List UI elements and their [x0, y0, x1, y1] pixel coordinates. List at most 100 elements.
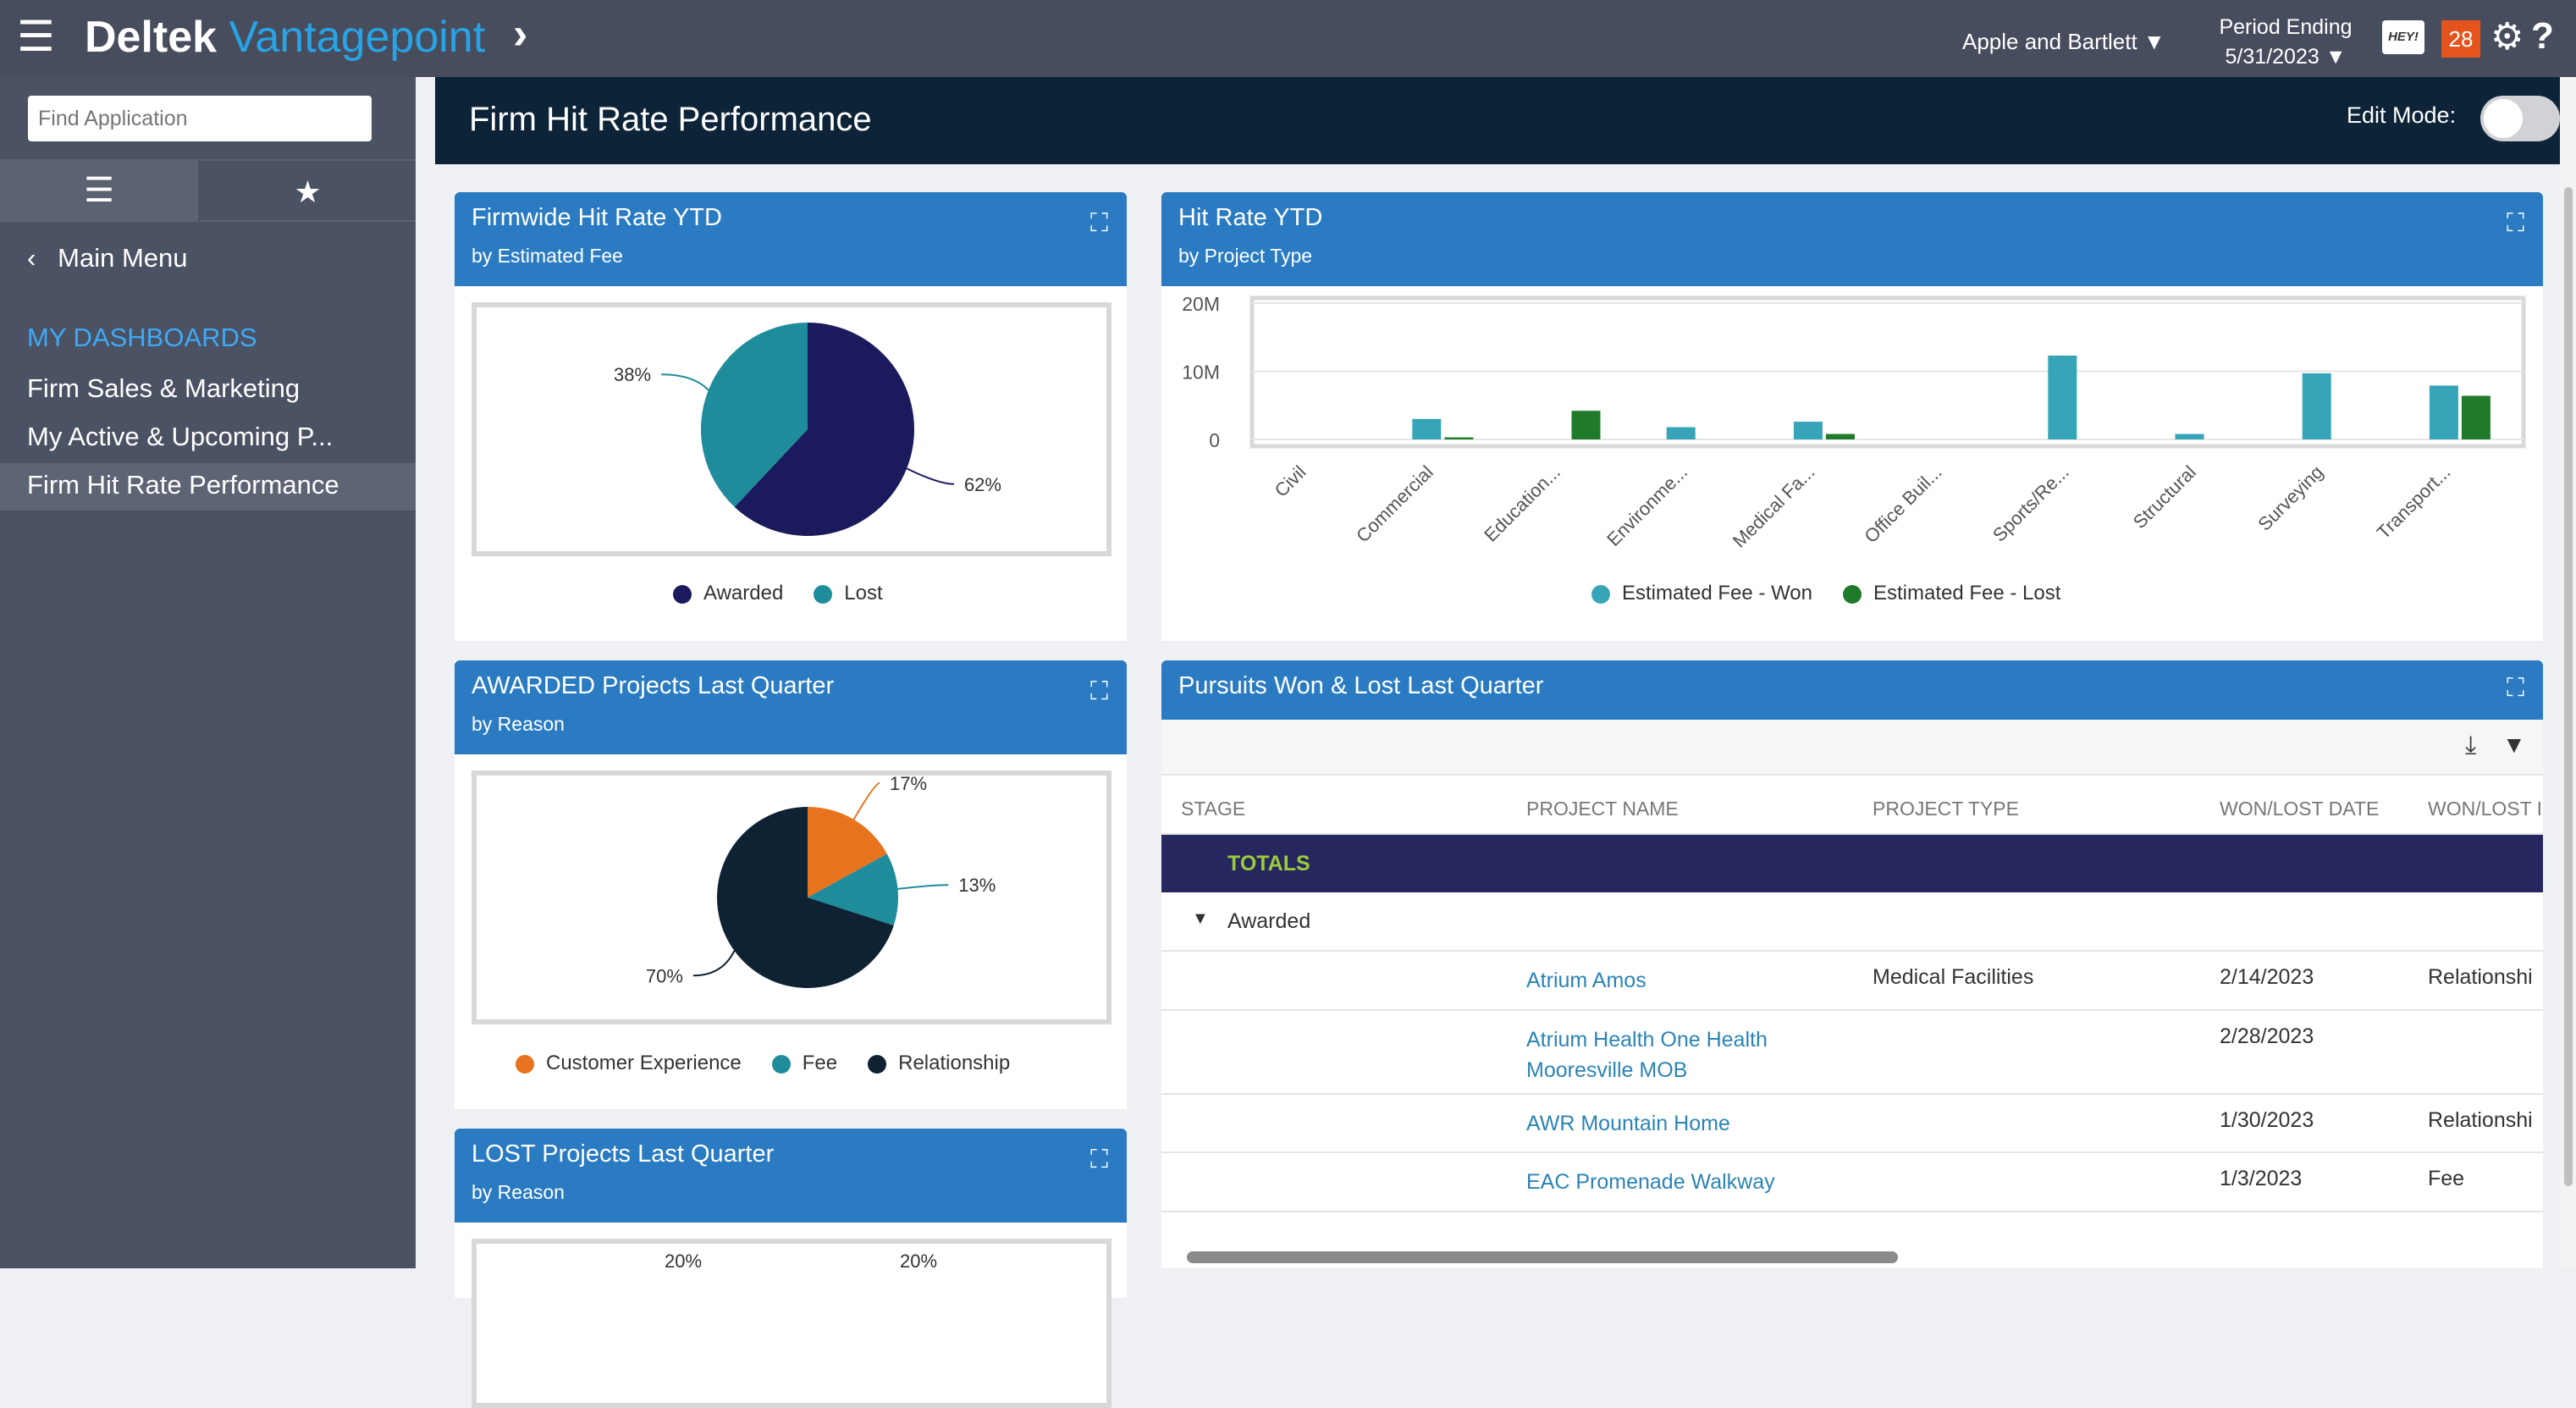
expand-icon[interactable]: ⛶ — [1090, 1146, 1108, 1173]
legend: Estimated Fee - Won Estimated Fee - Lost — [1591, 582, 2060, 605]
brand-deltek: Deltek — [85, 13, 218, 62]
panel-title: Pursuits Won & Lost Last Quarter — [1178, 672, 1544, 699]
x-tick-label: Commercial — [1352, 461, 1437, 547]
column-header-project-type[interactable]: PROJECT TYPE — [1873, 798, 2019, 820]
menu-tab[interactable]: ☰ — [0, 159, 198, 222]
company-selector[interactable]: Apple and Bartlett ▼ — [1962, 29, 2165, 54]
help-icon[interactable]: ? — [2531, 15, 2554, 57]
x-tick-label: Office Buil... — [1860, 461, 1945, 547]
bar-lost[interactable] — [1825, 433, 1855, 439]
x-tick-label: Sports/Re... — [1989, 461, 2073, 546]
pie-leader-line — [661, 373, 709, 391]
bar-lost[interactable] — [1571, 411, 1601, 439]
gear-icon[interactable]: ⚙ — [2491, 16, 2524, 58]
sidebar-item-firm-sales[interactable]: Firm Sales & Marketing — [27, 373, 301, 403]
favorites-tab[interactable]: ★ — [200, 159, 416, 222]
plot-area: 62% 38% — [472, 302, 1111, 556]
edit-mode-label: Edit Mode: — [2347, 102, 2457, 128]
x-tick-label: Environme... — [1602, 461, 1691, 550]
bar-won[interactable] — [2429, 385, 2458, 439]
expand-icon[interactable]: ⛶ — [2507, 209, 2524, 237]
bar-won[interactable] — [1412, 418, 1442, 439]
expand-icon[interactable]: ⛶ — [1090, 209, 1108, 237]
bar-won[interactable] — [1793, 422, 1823, 439]
panel-title: LOST Projects Last Quarter — [472, 1140, 775, 1168]
pie-chart-awarded-lost: 62% 38% — [614, 323, 1001, 536]
edit-mode-toggle[interactable] — [2480, 96, 2560, 141]
download-icon[interactable]: ⤓ — [2465, 732, 2477, 759]
legend-won: Estimated Fee - Won — [1591, 582, 1812, 605]
bar-won[interactable] — [2175, 433, 2204, 439]
bar-lost[interactable] — [1444, 437, 1474, 439]
bar-lost[interactable] — [2461, 395, 2491, 439]
pie-label: 38% — [614, 364, 651, 385]
plot-area: 20% 20% — [472, 1239, 1111, 1408]
horizontal-scrollbar[interactable] — [1161, 1246, 2543, 1268]
pie-slice-relationship[interactable] — [717, 807, 894, 988]
pie-label: 17% — [890, 776, 927, 794]
pie-slice-lost[interactable] — [701, 323, 808, 507]
period-label: Period Ending — [2219, 15, 2353, 39]
find-application-input[interactable] — [28, 96, 372, 141]
notification-badge[interactable]: 28 — [2441, 20, 2480, 58]
main-menu-link[interactable]: ‹ Main Menu — [27, 243, 188, 273]
project-name-link[interactable]: AWR Mountain Home — [1526, 1112, 1730, 1135]
panel-subtitle: by Reason — [472, 713, 565, 735]
column-header-reason[interactable]: WON/LOST I — [2428, 798, 2543, 820]
panel-subtitle: by Estimated Fee — [472, 245, 623, 267]
pie-leader-line — [897, 884, 949, 890]
bar-chart-hit-rate: 0 10M 20M Civil Commercial Education... Enviro… — [1182, 293, 2526, 552]
sidebar-item-active-upcoming[interactable]: My Active & Upcoming P... — [27, 422, 334, 451]
panel-header: Pursuits Won & Lost Last Quarter ⛶ — [1161, 660, 2543, 720]
won-lost-date: 2/28/2023 — [2220, 1024, 2314, 1048]
column-header-project-name[interactable]: PROJECT NAME — [1526, 798, 1679, 820]
column-header-stage[interactable]: STAGE — [1181, 798, 1246, 820]
expand-icon[interactable]: ⛶ — [1090, 677, 1108, 705]
chevron-right-icon[interactable]: › — [513, 9, 528, 58]
period-selector[interactable]: Period Ending 5/31/2023 ▼ — [2209, 15, 2362, 69]
hamburger-menu-icon[interactable]: ☰ — [17, 13, 55, 60]
pie-label: 13% — [958, 875, 996, 896]
star-icon: ★ — [294, 174, 322, 209]
pie-slice-awarded[interactable] — [734, 323, 914, 536]
group-row-awarded[interactable]: ▼ Awarded — [1161, 892, 2543, 952]
sidebar-item-firm-hit-rate[interactable]: Firm Hit Rate Performance — [27, 470, 339, 500]
bar-won[interactable] — [2048, 355, 2077, 439]
expand-icon[interactable]: ⛶ — [2507, 674, 2524, 702]
totals-label: TOTALS — [1227, 852, 1310, 875]
panel-header: LOST Projects Last Quarter by Reason ⛶ — [455, 1129, 1127, 1223]
main-menu-label: Main Menu — [58, 243, 188, 273]
project-name-link[interactable]: EAC Promenade Walkway — [1526, 1170, 1775, 1194]
panel-header: AWARDED Projects Last Quarter by Reason … — [455, 660, 1127, 754]
bar-won[interactable] — [2302, 373, 2331, 439]
pie-slice-fee[interactable] — [808, 853, 898, 926]
column-header-date[interactable]: WON/LOST DATE — [2220, 798, 2380, 820]
panel-lost-projects: LOST Projects Last Quarter by Reason ⛶ 2… — [455, 1129, 1127, 1408]
collapse-triangle-icon[interactable]: ▼ — [1192, 909, 1209, 928]
legend-lost: Estimated Fee - Lost — [1842, 582, 2060, 605]
project-name-link[interactable]: Atrium Amos — [1526, 969, 1647, 992]
hey-icon[interactable]: HEY! — [2382, 20, 2424, 54]
project-name-link[interactable]: Atrium Health One Health Mooresville MOB — [1526, 1028, 1768, 1082]
won-lost-reason: Fee — [2428, 1167, 2465, 1190]
page-scrollbar[interactable] — [2560, 77, 2576, 1268]
table-row: EAC Promenade Walkway 1/3/2023 Fee — [1161, 1153, 2543, 1212]
filter-icon[interactable]: ▼ — [2502, 732, 2526, 758]
pie-slice-customer-experience[interactable] — [808, 807, 887, 897]
pie-leader-line — [692, 950, 736, 977]
panel-awarded-projects: AWARDED Projects Last Quarter by Reason … — [455, 660, 1127, 1109]
table-row: Atrium Health One Health Mooresville MOB… — [1161, 1011, 2543, 1095]
table-toolbar: ⤓ ▼ — [1161, 720, 2543, 776]
scrollbar-thumb[interactable] — [1187, 1251, 1898, 1263]
sidebar-item-active-bg[interactable] — [0, 463, 416, 511]
pie-chart-awarded-reasons: 17% 13% 70% — [646, 773, 996, 988]
won-lost-reason: Relationshi — [2428, 1108, 2533, 1132]
x-tick-label: Surveying — [2253, 461, 2327, 535]
pie-leader-line — [906, 467, 954, 485]
x-tick-label: Civil — [1271, 461, 1310, 501]
legend-lost: Lost — [814, 582, 883, 605]
chevron-left-icon: ‹ — [27, 243, 36, 273]
table-row: Atrium Amos Medical Facilities 2/14/2023… — [1161, 952, 2543, 1011]
bar-won[interactable] — [1666, 427, 1696, 439]
panel-title: Firmwide Hit Rate YTD — [472, 204, 722, 231]
